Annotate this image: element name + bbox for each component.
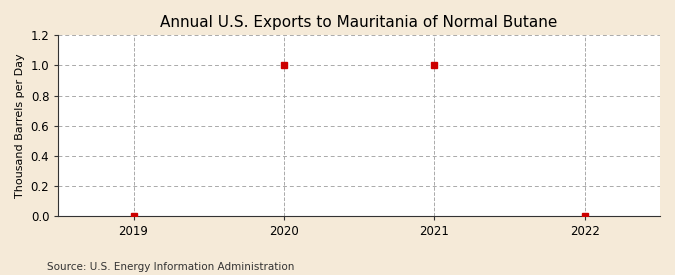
Title: Annual U.S. Exports to Mauritania of Normal Butane: Annual U.S. Exports to Mauritania of Nor… bbox=[161, 15, 558, 30]
Y-axis label: Thousand Barrels per Day: Thousand Barrels per Day bbox=[15, 53, 25, 198]
Text: Source: U.S. Energy Information Administration: Source: U.S. Energy Information Administ… bbox=[47, 262, 294, 272]
